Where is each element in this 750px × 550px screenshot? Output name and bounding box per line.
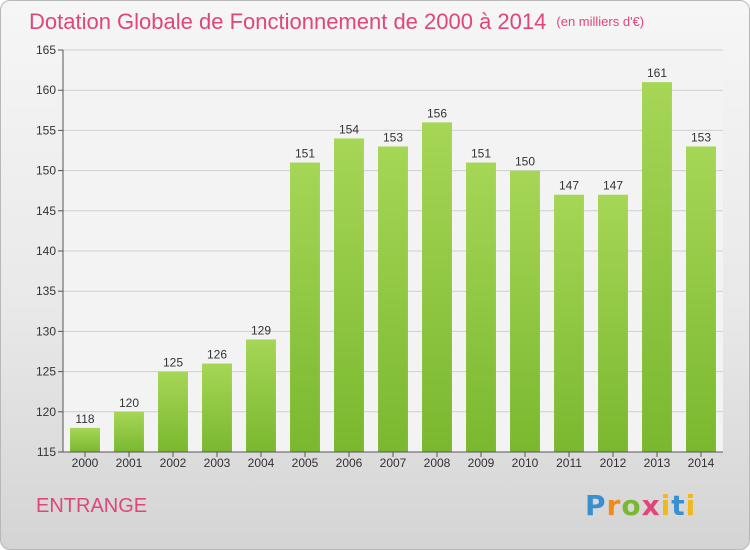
x-tick-label: 2010: [512, 456, 539, 470]
y-tick-label: 140: [36, 244, 56, 258]
data-label: 153: [383, 130, 403, 144]
x-tick-label: 2000: [72, 456, 99, 470]
data-label: 151: [471, 147, 491, 161]
x-tick-label: 2002: [160, 456, 187, 470]
x-tick-label: 2012: [600, 456, 627, 470]
bar: [642, 82, 672, 452]
y-tick-label: 150: [36, 164, 56, 178]
data-label: 151: [295, 147, 315, 161]
bar: [510, 170, 540, 452]
x-tick-label: 2013: [644, 456, 671, 470]
x-tick-label: 2014: [688, 456, 715, 470]
y-tick-label: 165: [36, 43, 56, 57]
bar: [466, 162, 496, 452]
x-tick-label: 2011: [556, 456, 582, 470]
x-tick-label: 2007: [380, 456, 407, 470]
bar: [246, 339, 276, 452]
logo-letter: x: [641, 489, 661, 522]
x-tick-label: 2008: [424, 456, 451, 470]
y-tick-label: 135: [36, 284, 56, 298]
bar: [158, 371, 188, 452]
data-label: 129: [251, 323, 271, 337]
data-label: 156: [427, 106, 447, 120]
chart-subtitle: (en milliers d'€): [556, 14, 645, 29]
y-tick-label: 125: [36, 365, 56, 379]
bar: [70, 427, 100, 452]
data-label: 150: [515, 155, 535, 169]
x-tick-label: 2005: [292, 456, 319, 470]
bar: [114, 411, 144, 452]
proxiti-logo: Proxiti: [585, 489, 696, 522]
y-tick-label: 155: [36, 123, 56, 137]
y-tick-label: 120: [36, 405, 56, 419]
data-label: 118: [75, 412, 94, 426]
logo-letter: o: [621, 489, 642, 522]
logo-letter: t: [671, 489, 686, 522]
data-label: 126: [207, 348, 227, 362]
bar: [202, 363, 232, 452]
commune-name: ENTRANGE: [36, 495, 148, 517]
logo-letter: P: [585, 489, 607, 522]
logo-letter: i: [685, 489, 697, 522]
data-label: 147: [603, 179, 623, 193]
bar: [290, 162, 320, 452]
y-tick-label: 130: [36, 324, 56, 338]
data-label: 120: [119, 396, 139, 410]
chart-title-text: Dotation Globale de Fonctionnement de 20…: [29, 9, 547, 34]
logo-letter: i: [660, 489, 672, 522]
bar: [554, 194, 584, 452]
x-tick-label: 2009: [468, 456, 495, 470]
bar: [334, 138, 364, 452]
data-label: 153: [691, 130, 711, 144]
x-tick-label: 2004: [248, 456, 275, 470]
y-tick-label: 115: [37, 445, 56, 459]
bar: [422, 122, 452, 453]
x-tick-label: 2006: [336, 456, 363, 470]
y-tick-label: 160: [36, 83, 56, 97]
x-tick-label: 2001: [116, 456, 143, 470]
data-label: 161: [647, 66, 667, 80]
x-tick-label: 2003: [204, 456, 231, 470]
bar: [686, 146, 716, 453]
bar: [378, 146, 408, 453]
logo-letter: r: [606, 489, 622, 522]
data-label: 154: [339, 122, 359, 136]
bar: [598, 194, 628, 452]
chart-title: Dotation Globale de Fonctionnement de 20…: [29, 9, 644, 35]
data-label: 147: [559, 179, 579, 193]
data-label: 125: [163, 356, 183, 370]
y-tick-label: 145: [36, 204, 56, 218]
